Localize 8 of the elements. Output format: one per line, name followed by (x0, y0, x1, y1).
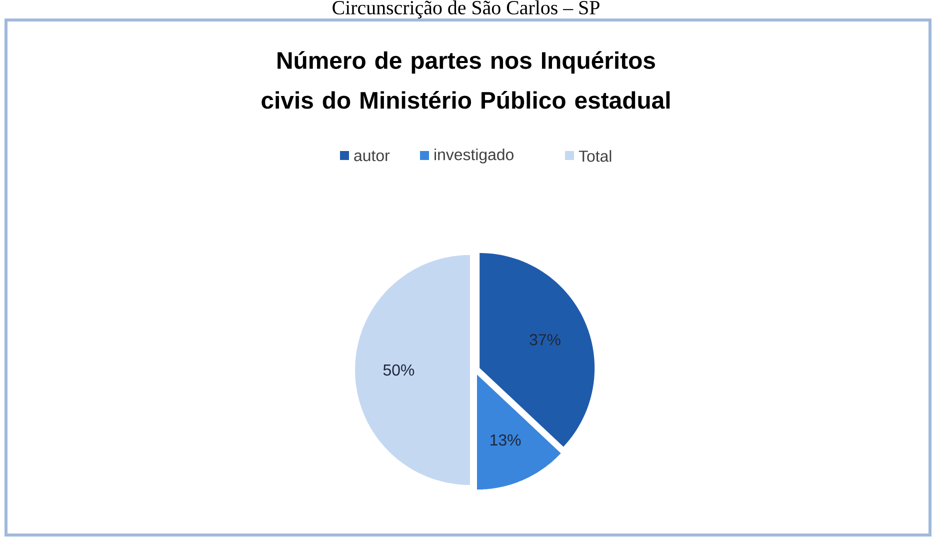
data-label: 13% (490, 434, 521, 446)
legend-label: investigado (434, 148, 514, 164)
legend-label: autor (354, 150, 390, 162)
text: Circunscrição de São Carlos – SP (332, 0, 600, 18)
chart-title: Número de partes nos Inquéritos civis do Ministério Público estadual (262, 51, 670, 109)
data-label: 37% (530, 334, 560, 346)
data-label: 50% (383, 364, 414, 376)
legend-label: Total (578, 150, 612, 162)
